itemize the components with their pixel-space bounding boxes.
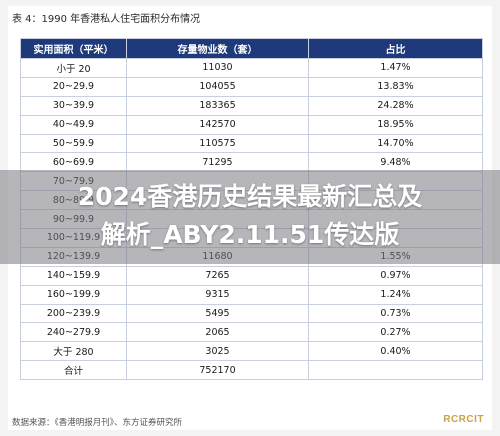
cell-count: 7265 (126, 265, 309, 286)
header-area: 实用面积（平米） (20, 38, 127, 59)
brand-logo: RCRCIT (443, 414, 484, 425)
watermark-overlay-band (0, 170, 500, 264)
cell-count: 2065 (126, 322, 309, 343)
cell-share: 14.70% (308, 133, 483, 154)
table-row: 50~59.9 110575 14.70% (20, 133, 483, 154)
cell-share: 0.40% (308, 341, 483, 362)
cell-area: 240~279.9 (20, 322, 127, 343)
cell-count: 142570 (126, 114, 309, 135)
table-row: 60~69.9 71295 9.48% (20, 152, 483, 173)
cell-count: 5495 (126, 303, 309, 324)
cell-area: 大于 280 (20, 341, 127, 362)
table-row: 160~199.9 9315 1.24% (20, 284, 483, 305)
cell-share (308, 360, 483, 381)
overlay-title-line1: 2024香港历史结果最新汇总及 (77, 182, 423, 211)
cell-count: 110575 (126, 133, 309, 154)
table-row: 小于 20 11030 1.47% (20, 58, 483, 78)
cell-area: 60~69.9 (20, 152, 127, 173)
cell-share: 0.27% (308, 322, 483, 343)
header-count: 存量物业数（套） (126, 38, 309, 59)
cell-count: 71295 (126, 152, 309, 173)
table-header-row: 实用面积（平米） 存量物业数（套） 占比 (20, 38, 483, 59)
table-caption: 表 4：1990 年香港私人住宅面积分布情况 (12, 14, 201, 25)
cell-share: 1.24% (308, 284, 483, 305)
cell-count: 752170 (126, 360, 309, 381)
table-row: 200~239.9 5495 0.73% (20, 303, 483, 324)
source-note: 数据来源：《香港明报月刊》、东方证券研究所 (12, 418, 183, 428)
cell-area: 30~39.9 (20, 95, 127, 116)
cell-share: 0.97% (308, 265, 483, 286)
cell-count: 9315 (126, 284, 309, 305)
cell-share: 1.47% (308, 58, 483, 78)
table-row: 20~29.9 104055 13.83% (20, 76, 483, 97)
cell-share: 0.73% (308, 303, 483, 324)
table-row: 30~39.9 183365 24.28% (20, 95, 483, 116)
table-total-row: 合计 752170 (20, 360, 483, 381)
cell-share: 24.28% (308, 95, 483, 116)
table-row: 240~279.9 2065 0.27% (20, 322, 483, 343)
header-share: 占比 (308, 38, 483, 59)
cell-area: 20~29.9 (20, 76, 127, 97)
table-row: 140~159.9 7265 0.97% (20, 265, 483, 286)
cell-count: 3025 (126, 341, 309, 362)
cell-area: 140~159.9 (20, 265, 127, 286)
cell-share: 18.95% (308, 114, 483, 135)
overlay-title: 2024香港历史结果最新汇总及 解析_ABY2.11.51传达版 (0, 178, 500, 254)
overlay-title-line2: 解析_ABY2.11.51传达版 (100, 220, 400, 249)
cell-area: 160~199.9 (20, 284, 127, 305)
cell-share: 9.48% (308, 152, 483, 173)
cell-count: 183365 (126, 95, 309, 116)
cell-area: 200~239.9 (20, 303, 127, 324)
table-row: 大于 280 3025 0.40% (20, 341, 483, 362)
cell-area: 50~59.9 (20, 133, 127, 154)
cell-area: 小于 20 (20, 58, 127, 78)
cell-area: 合计 (20, 360, 127, 381)
table-row: 40~49.9 142570 18.95% (20, 114, 483, 135)
cell-count: 11030 (126, 58, 309, 78)
cell-area: 40~49.9 (20, 114, 127, 135)
cell-count: 104055 (126, 76, 309, 97)
cell-share: 13.83% (308, 76, 483, 97)
